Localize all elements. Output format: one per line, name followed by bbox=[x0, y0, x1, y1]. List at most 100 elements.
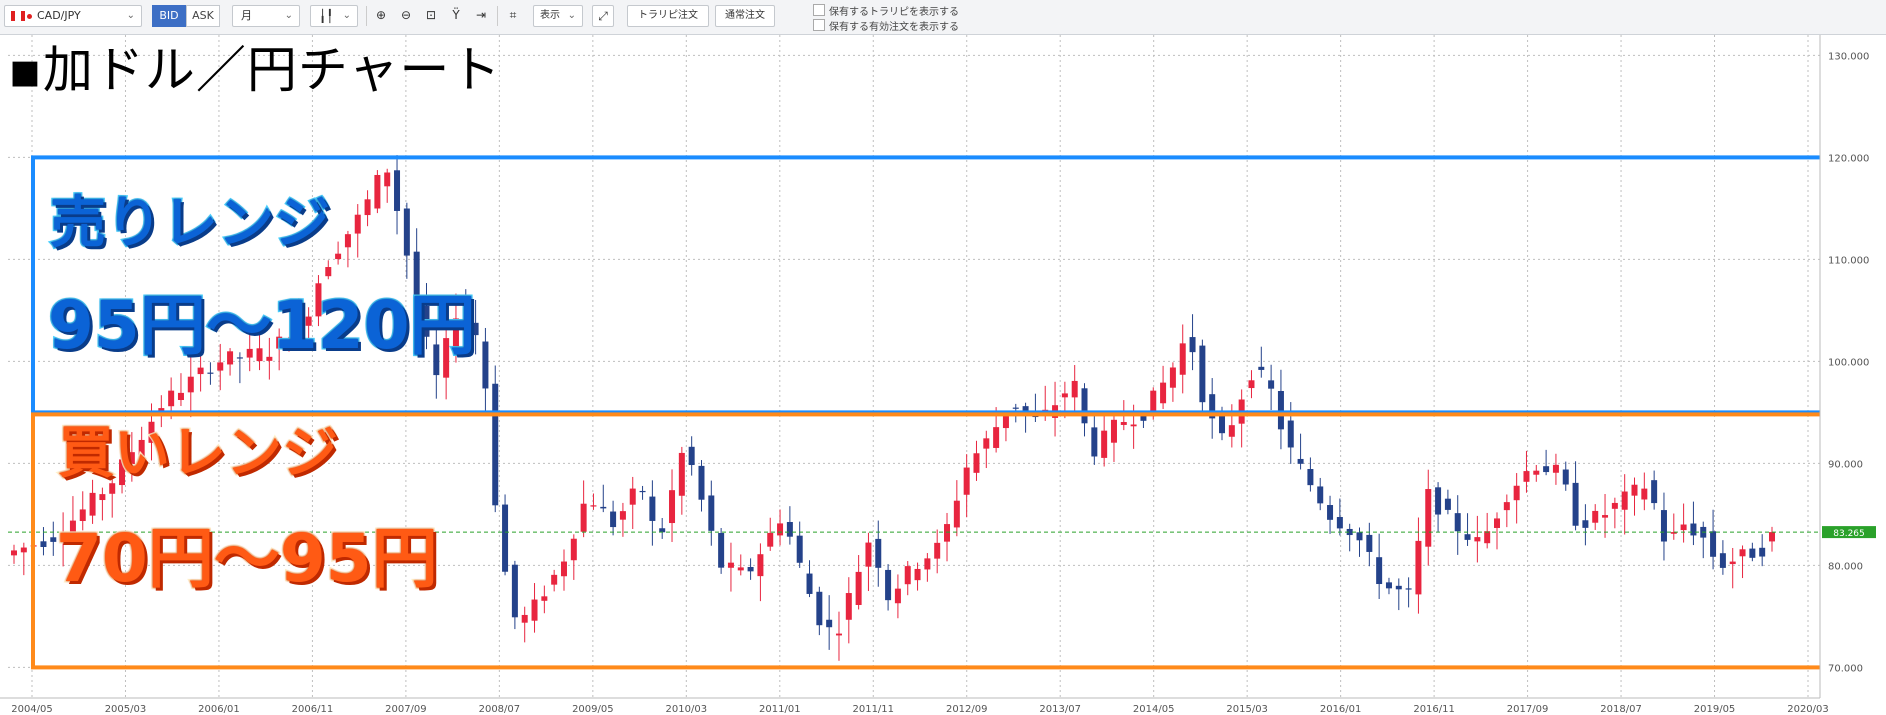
candle-body bbox=[315, 283, 322, 317]
candle-body bbox=[1582, 520, 1589, 528]
x-tick-label: 2010/03 bbox=[666, 704, 708, 715]
candle-body bbox=[826, 619, 833, 628]
candle-body bbox=[1366, 534, 1373, 552]
candle-body bbox=[492, 383, 499, 506]
candle-body bbox=[1572, 482, 1579, 526]
candle-body bbox=[89, 492, 96, 516]
candle-body bbox=[1611, 502, 1618, 509]
candle-body bbox=[1621, 491, 1628, 510]
candle-body bbox=[1022, 406, 1029, 412]
candle-body bbox=[934, 542, 941, 559]
fit-screen-icon[interactable]: ⊡ bbox=[425, 8, 437, 22]
candle-body bbox=[1670, 532, 1677, 534]
x-tick-label: 2013/07 bbox=[1039, 704, 1081, 715]
candle-body bbox=[1385, 582, 1392, 589]
currency-pair-select[interactable]: CAD/JPY ⌄ bbox=[4, 5, 142, 27]
y-tick-label: 70.000 bbox=[1828, 663, 1863, 674]
candle-body bbox=[629, 488, 636, 505]
candle-body bbox=[1759, 547, 1766, 557]
scroll-to-latest-icon[interactable]: ⇥ bbox=[475, 8, 487, 22]
display-select[interactable]: 表示 ⌄ bbox=[533, 5, 583, 27]
candle-body bbox=[1228, 425, 1235, 437]
auto-scale-icon[interactable]: Ÿ bbox=[452, 8, 460, 22]
candle-body bbox=[79, 509, 86, 522]
y-tick-label: 130.000 bbox=[1828, 51, 1869, 62]
x-tick-label: 2018/07 bbox=[1600, 704, 1642, 715]
candle-body bbox=[1140, 414, 1147, 421]
candle-body bbox=[394, 170, 401, 211]
candle-body bbox=[1484, 531, 1491, 544]
candle-body bbox=[256, 348, 263, 362]
x-tick-label: 2004/05 bbox=[11, 704, 53, 715]
zoom-out-icon[interactable]: ⊖ bbox=[400, 8, 412, 22]
bid-button[interactable]: BID bbox=[152, 5, 186, 27]
zoom-in-icon[interactable]: ⊕ bbox=[375, 8, 387, 22]
y-tick-label: 110.000 bbox=[1828, 255, 1869, 266]
add-indicator-icon[interactable]: ⌗ bbox=[509, 8, 517, 22]
candle-body bbox=[128, 452, 135, 464]
candle-body bbox=[885, 569, 892, 601]
candle-body bbox=[1091, 427, 1098, 457]
candlestick-series bbox=[8, 155, 1820, 661]
candle-body bbox=[40, 541, 47, 547]
candle-body bbox=[1631, 484, 1638, 496]
x-tick-label: 2016/11 bbox=[1413, 704, 1455, 715]
candle-body bbox=[521, 614, 528, 623]
candle-body bbox=[1660, 510, 1667, 542]
chevron-down-icon: ⌄ bbox=[567, 10, 576, 21]
candle-body bbox=[590, 505, 597, 507]
candle-body bbox=[1680, 524, 1687, 531]
price-chart[interactable]: 70.000 80.000 90.000 100.000 110.000 120.000 1… bbox=[0, 35, 1886, 715]
candle-body bbox=[816, 591, 823, 626]
x-tick-label: 2011/11 bbox=[852, 704, 894, 715]
candle-body bbox=[718, 533, 725, 568]
candle-body bbox=[1749, 548, 1756, 558]
candle-body bbox=[983, 438, 990, 449]
candle-body bbox=[236, 357, 243, 359]
candle-body bbox=[639, 490, 646, 493]
candle-body bbox=[796, 535, 803, 563]
show-orders-label: 保有する有効注文を表示する bbox=[829, 22, 959, 33]
normal-order-button[interactable]: 通常注文 bbox=[715, 5, 775, 27]
candle-body bbox=[1719, 553, 1726, 568]
candle-body bbox=[541, 596, 548, 601]
status-dot-icon bbox=[27, 14, 32, 19]
candle-body bbox=[1071, 380, 1078, 398]
show-orders-checkbox[interactable] bbox=[813, 19, 825, 31]
fullscreen-icon[interactable]: ⤢ bbox=[592, 5, 614, 27]
candle-body bbox=[1120, 422, 1127, 425]
candle-body bbox=[855, 571, 862, 605]
chart-type-select[interactable]: ╽╿ ⌄ bbox=[310, 5, 358, 27]
candle-body bbox=[1199, 345, 1206, 403]
candle-body bbox=[443, 338, 450, 378]
ask-button[interactable]: ASK bbox=[186, 5, 220, 27]
candle-body bbox=[384, 172, 391, 187]
candle-body bbox=[423, 305, 430, 337]
candle-body bbox=[786, 521, 793, 537]
x-tick-label: 2011/01 bbox=[759, 704, 801, 715]
y-tick-label: 100.000 bbox=[1828, 357, 1869, 368]
candle-body bbox=[1110, 419, 1117, 443]
chart-overlay-title: ▪加ドル／円チャート bbox=[8, 41, 502, 99]
candle-body bbox=[335, 253, 342, 260]
timeframe-select[interactable]: 月 ⌄ bbox=[232, 5, 300, 27]
candle-body bbox=[168, 390, 175, 407]
candle-body bbox=[688, 446, 695, 466]
candle-body bbox=[1651, 480, 1658, 504]
candle-body bbox=[109, 483, 116, 494]
show-trapi-checkbox[interactable] bbox=[813, 4, 825, 16]
candle-body bbox=[1219, 414, 1226, 434]
candle-body bbox=[894, 588, 901, 604]
candle-body bbox=[217, 362, 224, 371]
candle-body bbox=[1464, 534, 1471, 540]
x-tick-label: 2008/07 bbox=[479, 704, 521, 715]
candle-body bbox=[806, 573, 813, 594]
candle-body bbox=[1444, 498, 1451, 510]
candle-body bbox=[1356, 532, 1363, 541]
candle-body bbox=[207, 372, 214, 374]
candle-body bbox=[266, 356, 273, 361]
candle-body bbox=[904, 566, 911, 585]
candle-body bbox=[1012, 407, 1019, 409]
timeframe-label: 月 bbox=[241, 9, 252, 22]
trapi-order-button[interactable]: トラリピ注文 bbox=[627, 5, 709, 27]
